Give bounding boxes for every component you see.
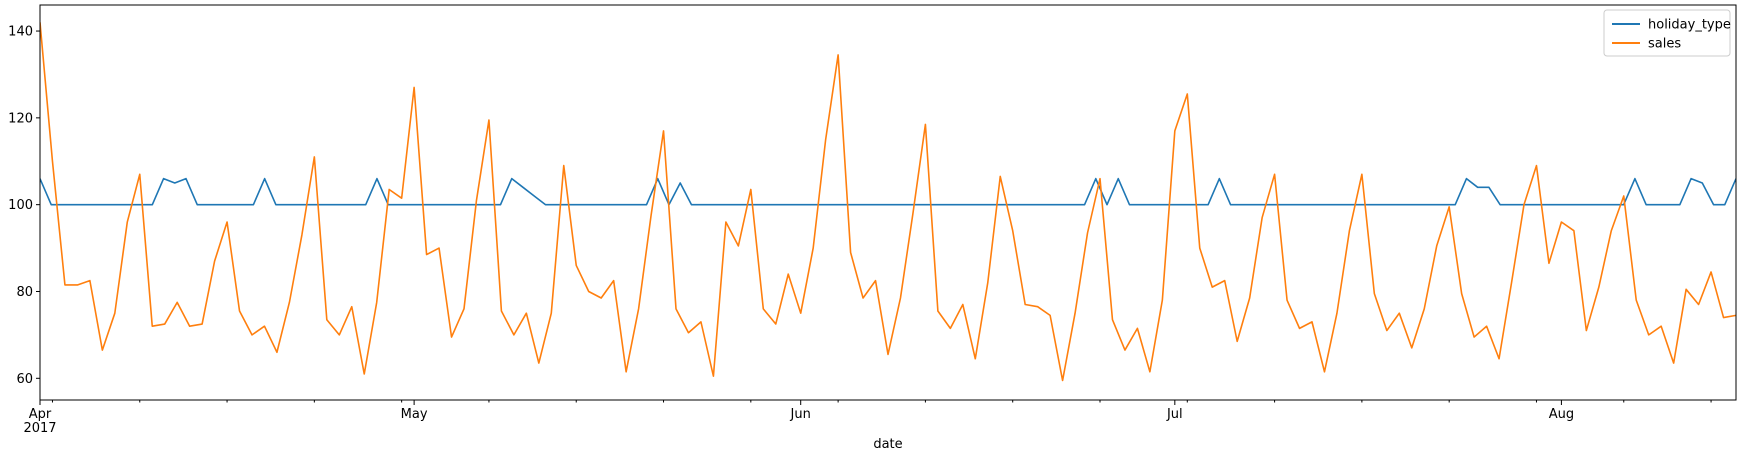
x-tick-sublabel: 2017 — [23, 421, 56, 436]
y-tick-label: 60 — [16, 372, 33, 387]
y-tick-label: 100 — [8, 198, 33, 213]
legend-label: holiday_type — [1648, 18, 1731, 33]
y-axis: 60 80 100 120 140 — [8, 25, 40, 387]
x-tick-label: May — [401, 407, 428, 422]
x-axis-label: date — [873, 437, 902, 452]
y-tick-label: 120 — [8, 111, 33, 126]
y-tick-label: 80 — [16, 285, 33, 300]
plot-series — [40, 22, 1736, 382]
legend-box — [1603, 9, 1731, 57]
plot-frame — [39, 4, 1737, 401]
series-line-holiday-type — [40, 177, 1736, 206]
legend-label: sales — [1648, 37, 1681, 52]
x-tick-label: Jul — [1166, 407, 1183, 422]
x-tick-label: Apr — [29, 407, 52, 422]
series-line-sales — [40, 22, 1736, 382]
x-tick-label: Aug — [1549, 407, 1574, 422]
y-tick-label: 140 — [8, 25, 33, 40]
x-tick-label: Jun — [790, 407, 811, 422]
